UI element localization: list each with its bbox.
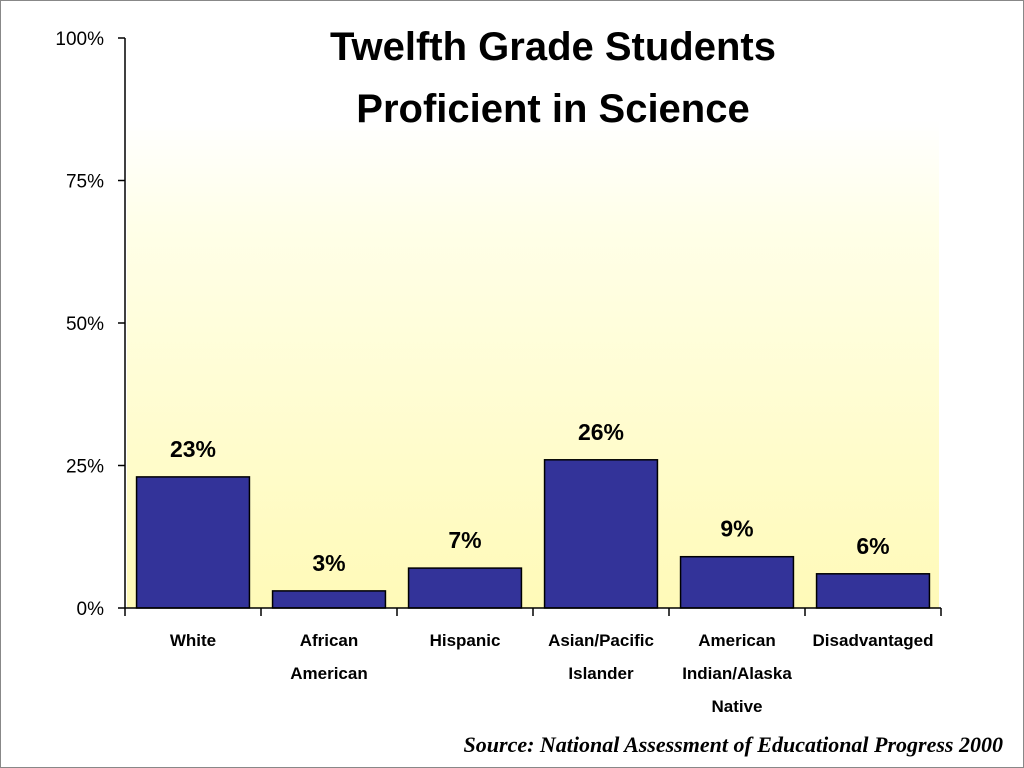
x-axis: White African American Hispanic Asian/Pacifi… — [124, 607, 942, 716]
bar — [271, 590, 387, 609]
title-line-2: Proficient in Science — [356, 87, 749, 131]
bar — [543, 459, 659, 609]
data-label: 26% — [578, 419, 624, 445]
bars: 23% 3% 7% 26% 9% 6% — [135, 419, 931, 609]
y-tick-label: 0% — [77, 599, 105, 620]
source-note: Source: National Assessment of Education… — [464, 732, 1003, 757]
title-line-1: Twelfth Grade Students — [330, 25, 776, 69]
x-category-label: White — [170, 631, 216, 650]
x-category-label: American — [290, 664, 367, 683]
data-label: 3% — [312, 550, 345, 576]
y-tick-label: 25% — [66, 457, 104, 478]
y-tick-label: 100% — [55, 29, 104, 50]
x-category-label: Native — [711, 697, 762, 716]
data-label: 9% — [720, 516, 753, 542]
bar — [135, 476, 251, 609]
y-tick-label: 75% — [66, 172, 104, 193]
y-tick-label: 50% — [66, 314, 104, 335]
x-category-label: Indian/Alaska — [682, 664, 792, 683]
data-label: 23% — [170, 436, 216, 462]
x-category-label: African — [300, 631, 359, 650]
bar — [815, 573, 931, 609]
y-axis: 0% 25% 50% 75% 100% — [55, 29, 126, 620]
x-category-label: American — [698, 631, 775, 650]
chart-title: Twelfth Grade Students Proficient in Sci… — [330, 25, 776, 131]
bar — [679, 555, 795, 609]
x-category-label: Disadvantaged — [813, 631, 934, 650]
x-category-label: Hispanic — [430, 631, 501, 650]
data-label: 7% — [448, 527, 481, 553]
bar — [407, 567, 523, 609]
data-label: 6% — [856, 533, 889, 559]
x-category-label: Asian/Pacific — [548, 631, 654, 650]
x-category-label: Islander — [568, 664, 634, 683]
plot-background — [127, 120, 939, 608]
